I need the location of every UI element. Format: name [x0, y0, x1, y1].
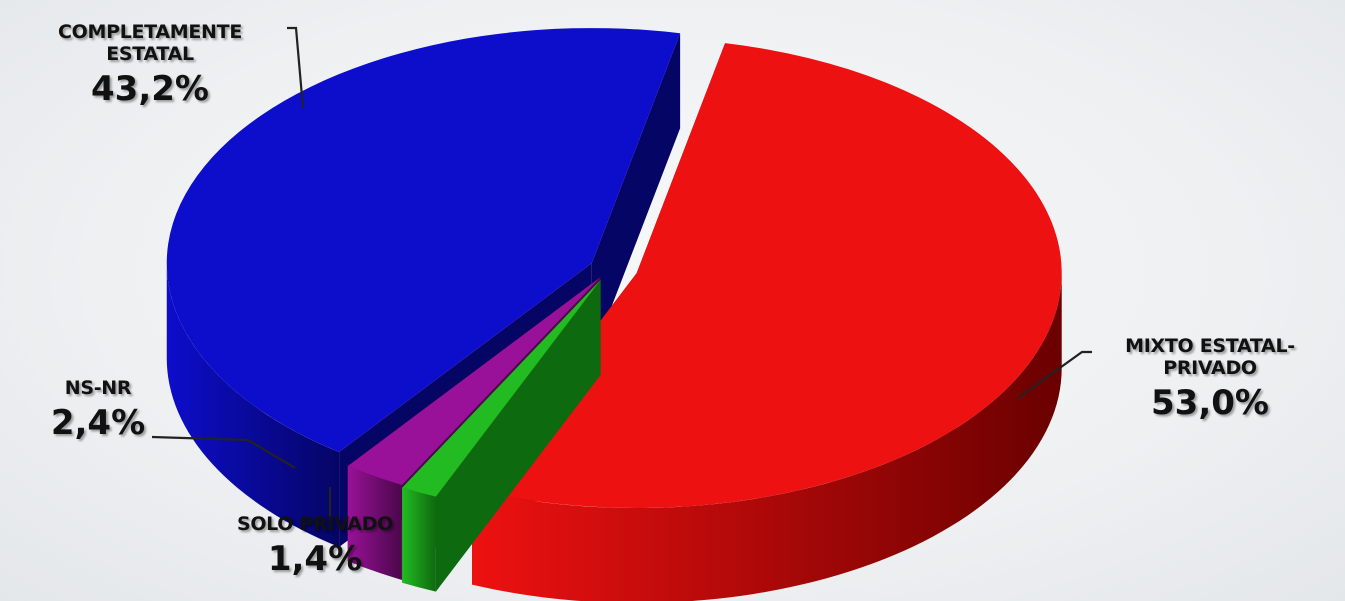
slice-side — [402, 487, 436, 592]
slice-1 — [402, 279, 601, 592]
slice-top — [402, 279, 601, 497]
label-mixto-estatal-privado: MIXTO ESTATAL- PRIVADO 53,0% — [1125, 335, 1295, 423]
slice-side — [166, 263, 340, 548]
slice-top — [347, 277, 601, 485]
slice-top — [166, 28, 681, 453]
leader-completamente-estatal — [287, 26, 305, 109]
label-solo-privado: SOLO PRIVADO 1,4% — [236, 513, 394, 579]
slice-wall — [591, 33, 681, 359]
label-ns-nr: NS-NR 2,4% — [50, 377, 146, 443]
slice-wall — [402, 279, 601, 583]
slice-top — [472, 43, 1062, 509]
slice-side — [347, 466, 402, 580]
slice-side — [472, 273, 1062, 601]
label-completamente-estatal: COMPLETAMENTE ESTATAL 43,2% — [57, 21, 243, 109]
leader-ns-nr — [151, 435, 296, 469]
leader-mixto — [1017, 350, 1092, 399]
